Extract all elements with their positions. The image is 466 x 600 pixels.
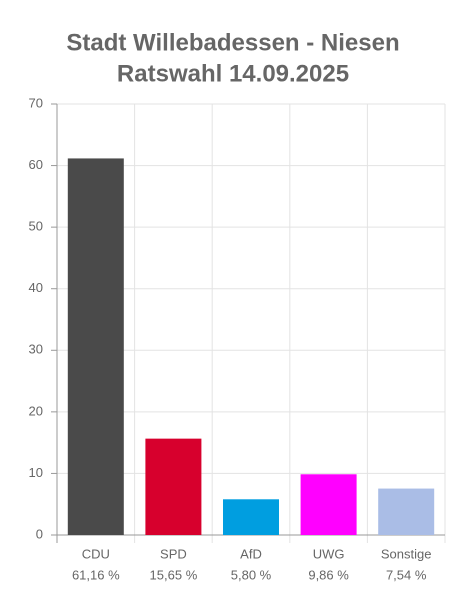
y-tick-label: 0 xyxy=(36,526,43,541)
value-label: 61,16 % xyxy=(72,567,120,582)
x-tick-label: SPD xyxy=(160,546,187,561)
y-tick-label: 30 xyxy=(29,342,43,357)
bar xyxy=(223,499,279,535)
y-tick-label: 50 xyxy=(29,219,43,234)
bar xyxy=(67,158,124,535)
value-label: 9,86 % xyxy=(308,567,349,582)
chart-title: Stadt Willebadessen - Niesen xyxy=(66,29,399,56)
chart-title: Ratswahl 14.09.2025 xyxy=(117,60,349,87)
bar xyxy=(378,488,435,535)
value-label: 5,80 % xyxy=(231,567,272,582)
y-tick-label: 10 xyxy=(29,465,43,480)
y-tick-label: 60 xyxy=(29,157,43,172)
x-tick-label: AfD xyxy=(240,546,262,561)
bar xyxy=(145,438,202,535)
value-label: 7,54 % xyxy=(386,567,427,582)
x-tick-label: CDU xyxy=(82,546,110,561)
y-tick-label: 40 xyxy=(29,280,43,295)
x-tick-label: UWG xyxy=(313,546,345,561)
x-tick-label: Sonstige xyxy=(381,546,432,561)
value-label: 15,65 % xyxy=(150,567,198,582)
bar xyxy=(300,474,357,535)
y-tick-label: 70 xyxy=(29,95,43,110)
y-tick-label: 20 xyxy=(29,403,43,418)
